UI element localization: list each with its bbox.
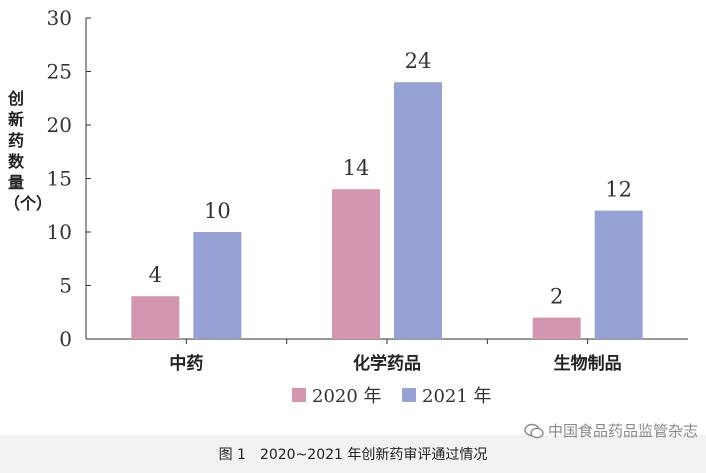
y-axis-label: 创新药数量（个） [4, 89, 53, 213]
bar [594, 210, 643, 339]
data-label: 10 [204, 199, 231, 223]
watermark: 中国食品药品监管杂志 [524, 420, 698, 441]
figure-caption: 图 1 2020~2021 年创新药审评通过情况 [218, 447, 488, 463]
y-tick-label: 10 [47, 220, 72, 244]
y-tick-label: 15 [47, 167, 72, 191]
data-label: 2 [550, 285, 563, 309]
chart-bars [131, 82, 643, 339]
x-tick-label: 中药 [169, 353, 203, 374]
watermark-text: 中国食品药品监管杂志 [547, 422, 698, 440]
x-tick-label: 化学药品 [353, 353, 421, 374]
legend-swatch [292, 388, 306, 402]
chart-legend: 2020 年 2021 年 [292, 386, 492, 407]
chart-data-labels: 4 10 14 24 2 12 [149, 49, 632, 308]
legend-swatch [402, 388, 416, 402]
bar [332, 189, 380, 339]
caption-bar [0, 435, 706, 473]
data-label: 4 [149, 263, 162, 287]
chart-axes: 0 5 10 15 20 25 30 中药 化学药品 生物制品 [47, 6, 688, 374]
legend-label: 2021 年 [422, 386, 492, 407]
y-tick-label: 0 [59, 327, 72, 351]
data-label: 12 [605, 178, 632, 202]
y-tick-label: 30 [47, 6, 72, 30]
wechat-icon [524, 423, 544, 438]
bar [394, 82, 442, 339]
y-tick-label: 25 [47, 60, 72, 84]
y-tick-label: 5 [59, 274, 72, 298]
data-label: 14 [343, 156, 370, 180]
x-tick-label: 生物制品 [554, 353, 622, 374]
bar [532, 317, 581, 339]
bar [131, 296, 180, 339]
bar [193, 232, 242, 339]
data-label: 24 [405, 49, 432, 73]
y-tick-label: 20 [47, 113, 72, 137]
legend-label: 2020 年 [312, 386, 382, 407]
